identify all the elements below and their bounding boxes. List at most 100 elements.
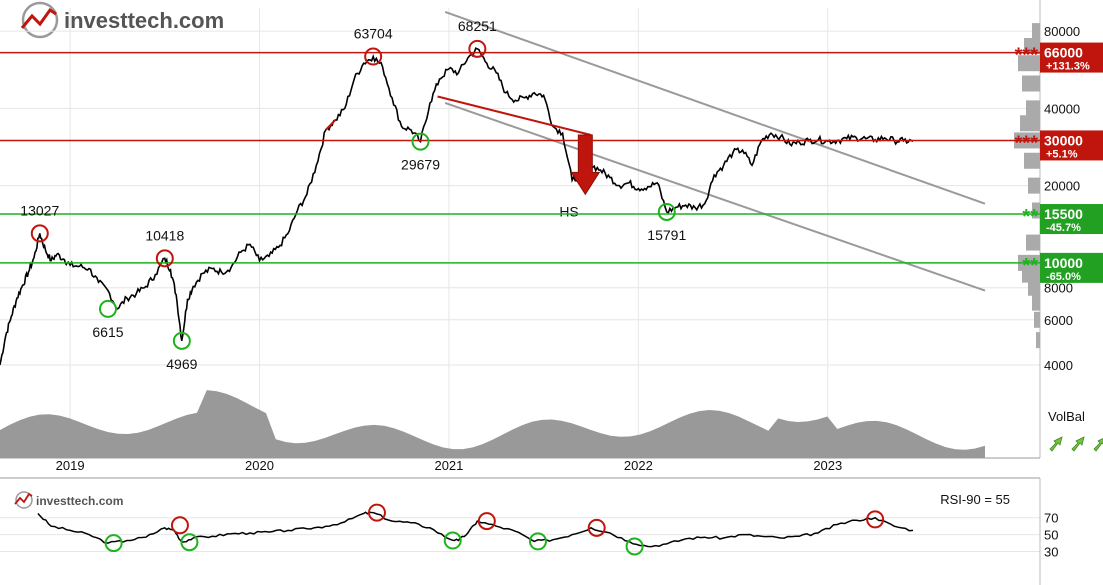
price-histogram-bar	[1032, 202, 1040, 219]
price-histogram-bar	[1036, 332, 1040, 349]
level-badge	[1040, 42, 1103, 73]
level-value: 66000	[1044, 45, 1083, 61]
rsi-red-marker	[170, 516, 189, 535]
x-axis: 2019 2020 2021 2022 2023	[56, 458, 843, 473]
rsi-y-tick-label: 50	[1044, 528, 1058, 543]
volbal-up-arrow-icon	[1049, 436, 1063, 452]
price-series-line	[0, 47, 914, 366]
price-histogram-bar	[1020, 115, 1040, 132]
brand-logo[interactable]: investtech.com	[20, 1, 224, 39]
price-histogram-bar	[1034, 311, 1040, 328]
support-resistance-levels: *** 66000+131.3% *** 30000+5.1% ** 15500-45.7…	[0, 42, 1103, 283]
hs-neckline	[437, 95, 592, 136]
price-y-tick-label: 6000	[1044, 313, 1073, 328]
trend-channel-lower-line	[444, 101, 986, 292]
level-change: +131.3%	[1046, 61, 1090, 73]
level-badge	[1040, 204, 1103, 235]
price-histogram-bar	[1018, 55, 1040, 72]
logo-trend-icon	[20, 7, 57, 29]
price-histogram-bar	[1022, 75, 1040, 92]
price-y-tick-label: 4000	[1044, 358, 1073, 373]
green-extreme-marker	[98, 299, 117, 318]
extreme-value-label: 29679	[401, 157, 440, 173]
price-y-tick-label: 80000	[1044, 24, 1080, 39]
level-badge	[1040, 252, 1103, 283]
brand-logo-small[interactable]: investtech.com	[14, 491, 123, 509]
rsi-green-marker	[104, 534, 123, 553]
rsi-green-marker	[625, 537, 644, 556]
volbal-up-arrow-icon	[1093, 438, 1103, 452]
price-y-tick-label: 20000	[1044, 179, 1080, 194]
price-annotations: 13027 6615 10418 4969 63704 29679 68251 15791	[20, 18, 686, 372]
level-value: 15500	[1044, 206, 1083, 222]
rsi-green-marker	[528, 532, 547, 551]
x-tick-label: 2019	[56, 458, 85, 473]
brand-name-small: investtech.com	[36, 494, 123, 508]
extreme-value-label: 68251	[458, 18, 497, 34]
hs-pattern-label: HS	[559, 203, 578, 219]
red-extreme-marker	[155, 249, 174, 268]
rsi-series-line	[37, 511, 914, 548]
rsi-green-marker	[180, 533, 199, 552]
rsi-red-marker	[367, 503, 386, 522]
logo-circle-icon	[21, 1, 59, 39]
level-value: 30000	[1044, 132, 1083, 148]
rsi-green-marker	[443, 531, 462, 550]
green-extreme-marker	[657, 202, 676, 221]
extreme-value-label: 6615	[92, 324, 123, 340]
rsi-red-marker	[587, 518, 606, 537]
level-stars: ***	[1015, 132, 1039, 154]
extreme-value-label: 4969	[166, 356, 197, 372]
price-histogram-bar	[1026, 234, 1040, 251]
rsi-title: RSI-90 = 55	[940, 492, 1010, 507]
level-stars: **	[1022, 206, 1038, 228]
green-extreme-marker	[411, 132, 430, 151]
price-histogram-bar	[1028, 279, 1040, 296]
level-stars: ***	[1015, 45, 1039, 67]
logo-small-trend-icon	[14, 492, 33, 505]
price-histogram-bar	[1028, 177, 1040, 194]
extreme-value-label: 15791	[647, 227, 686, 243]
price-y-tick-label: 40000	[1044, 101, 1080, 116]
level-change: -65.0%	[1046, 271, 1081, 283]
level-badge	[1040, 130, 1103, 161]
rsi-chart	[37, 503, 914, 556]
brand-name: investtech.com	[64, 8, 224, 33]
extreme-value-label: 10418	[145, 227, 184, 243]
level-value: 10000	[1044, 255, 1083, 271]
extreme-value-label: 13027	[20, 202, 59, 218]
red-extreme-marker	[468, 39, 487, 58]
price-histogram-bar	[1024, 152, 1040, 169]
price-chart: HS	[0, 11, 986, 366]
rsi-red-marker	[477, 512, 496, 531]
rsi-y-tick-label: 70	[1044, 511, 1058, 526]
x-tick-label: 2022	[624, 458, 653, 473]
x-tick-label: 2020	[245, 458, 274, 473]
volbal-up-arrow-icon	[1071, 436, 1085, 452]
price-y-tick-label: 8000	[1044, 281, 1073, 296]
price-histogram-bar	[1026, 100, 1040, 117]
price-histogram-bar	[1032, 23, 1040, 40]
extreme-value-label: 63704	[354, 26, 393, 42]
hs-target-arrow-icon	[570, 134, 601, 196]
level-change: +5.1%	[1046, 148, 1078, 160]
volume-balance-area	[0, 390, 985, 458]
red-extreme-marker	[30, 224, 49, 243]
rsi-red-marker	[866, 510, 885, 529]
green-extreme-marker	[172, 331, 191, 350]
rsi-y-tick-label: 30	[1044, 545, 1058, 560]
volume-balance: VolBal	[0, 390, 1103, 459]
x-tick-label: 2023	[813, 458, 842, 473]
volbal-label: VolBal	[1048, 409, 1085, 424]
price-histogram-bar	[1022, 266, 1040, 283]
price-red-segment	[325, 119, 337, 131]
trend-channel-upper-line	[444, 11, 986, 205]
level-change: -45.7%	[1046, 222, 1081, 234]
price-histogram-bar	[1032, 294, 1040, 311]
price-histogram-bar	[1024, 38, 1040, 55]
red-extreme-marker	[364, 47, 383, 66]
rsi-panel: investtech.com RSI-90 = 55	[0, 477, 1040, 509]
x-tick-label: 2021	[434, 458, 463, 473]
level-stars: **	[1022, 255, 1038, 277]
